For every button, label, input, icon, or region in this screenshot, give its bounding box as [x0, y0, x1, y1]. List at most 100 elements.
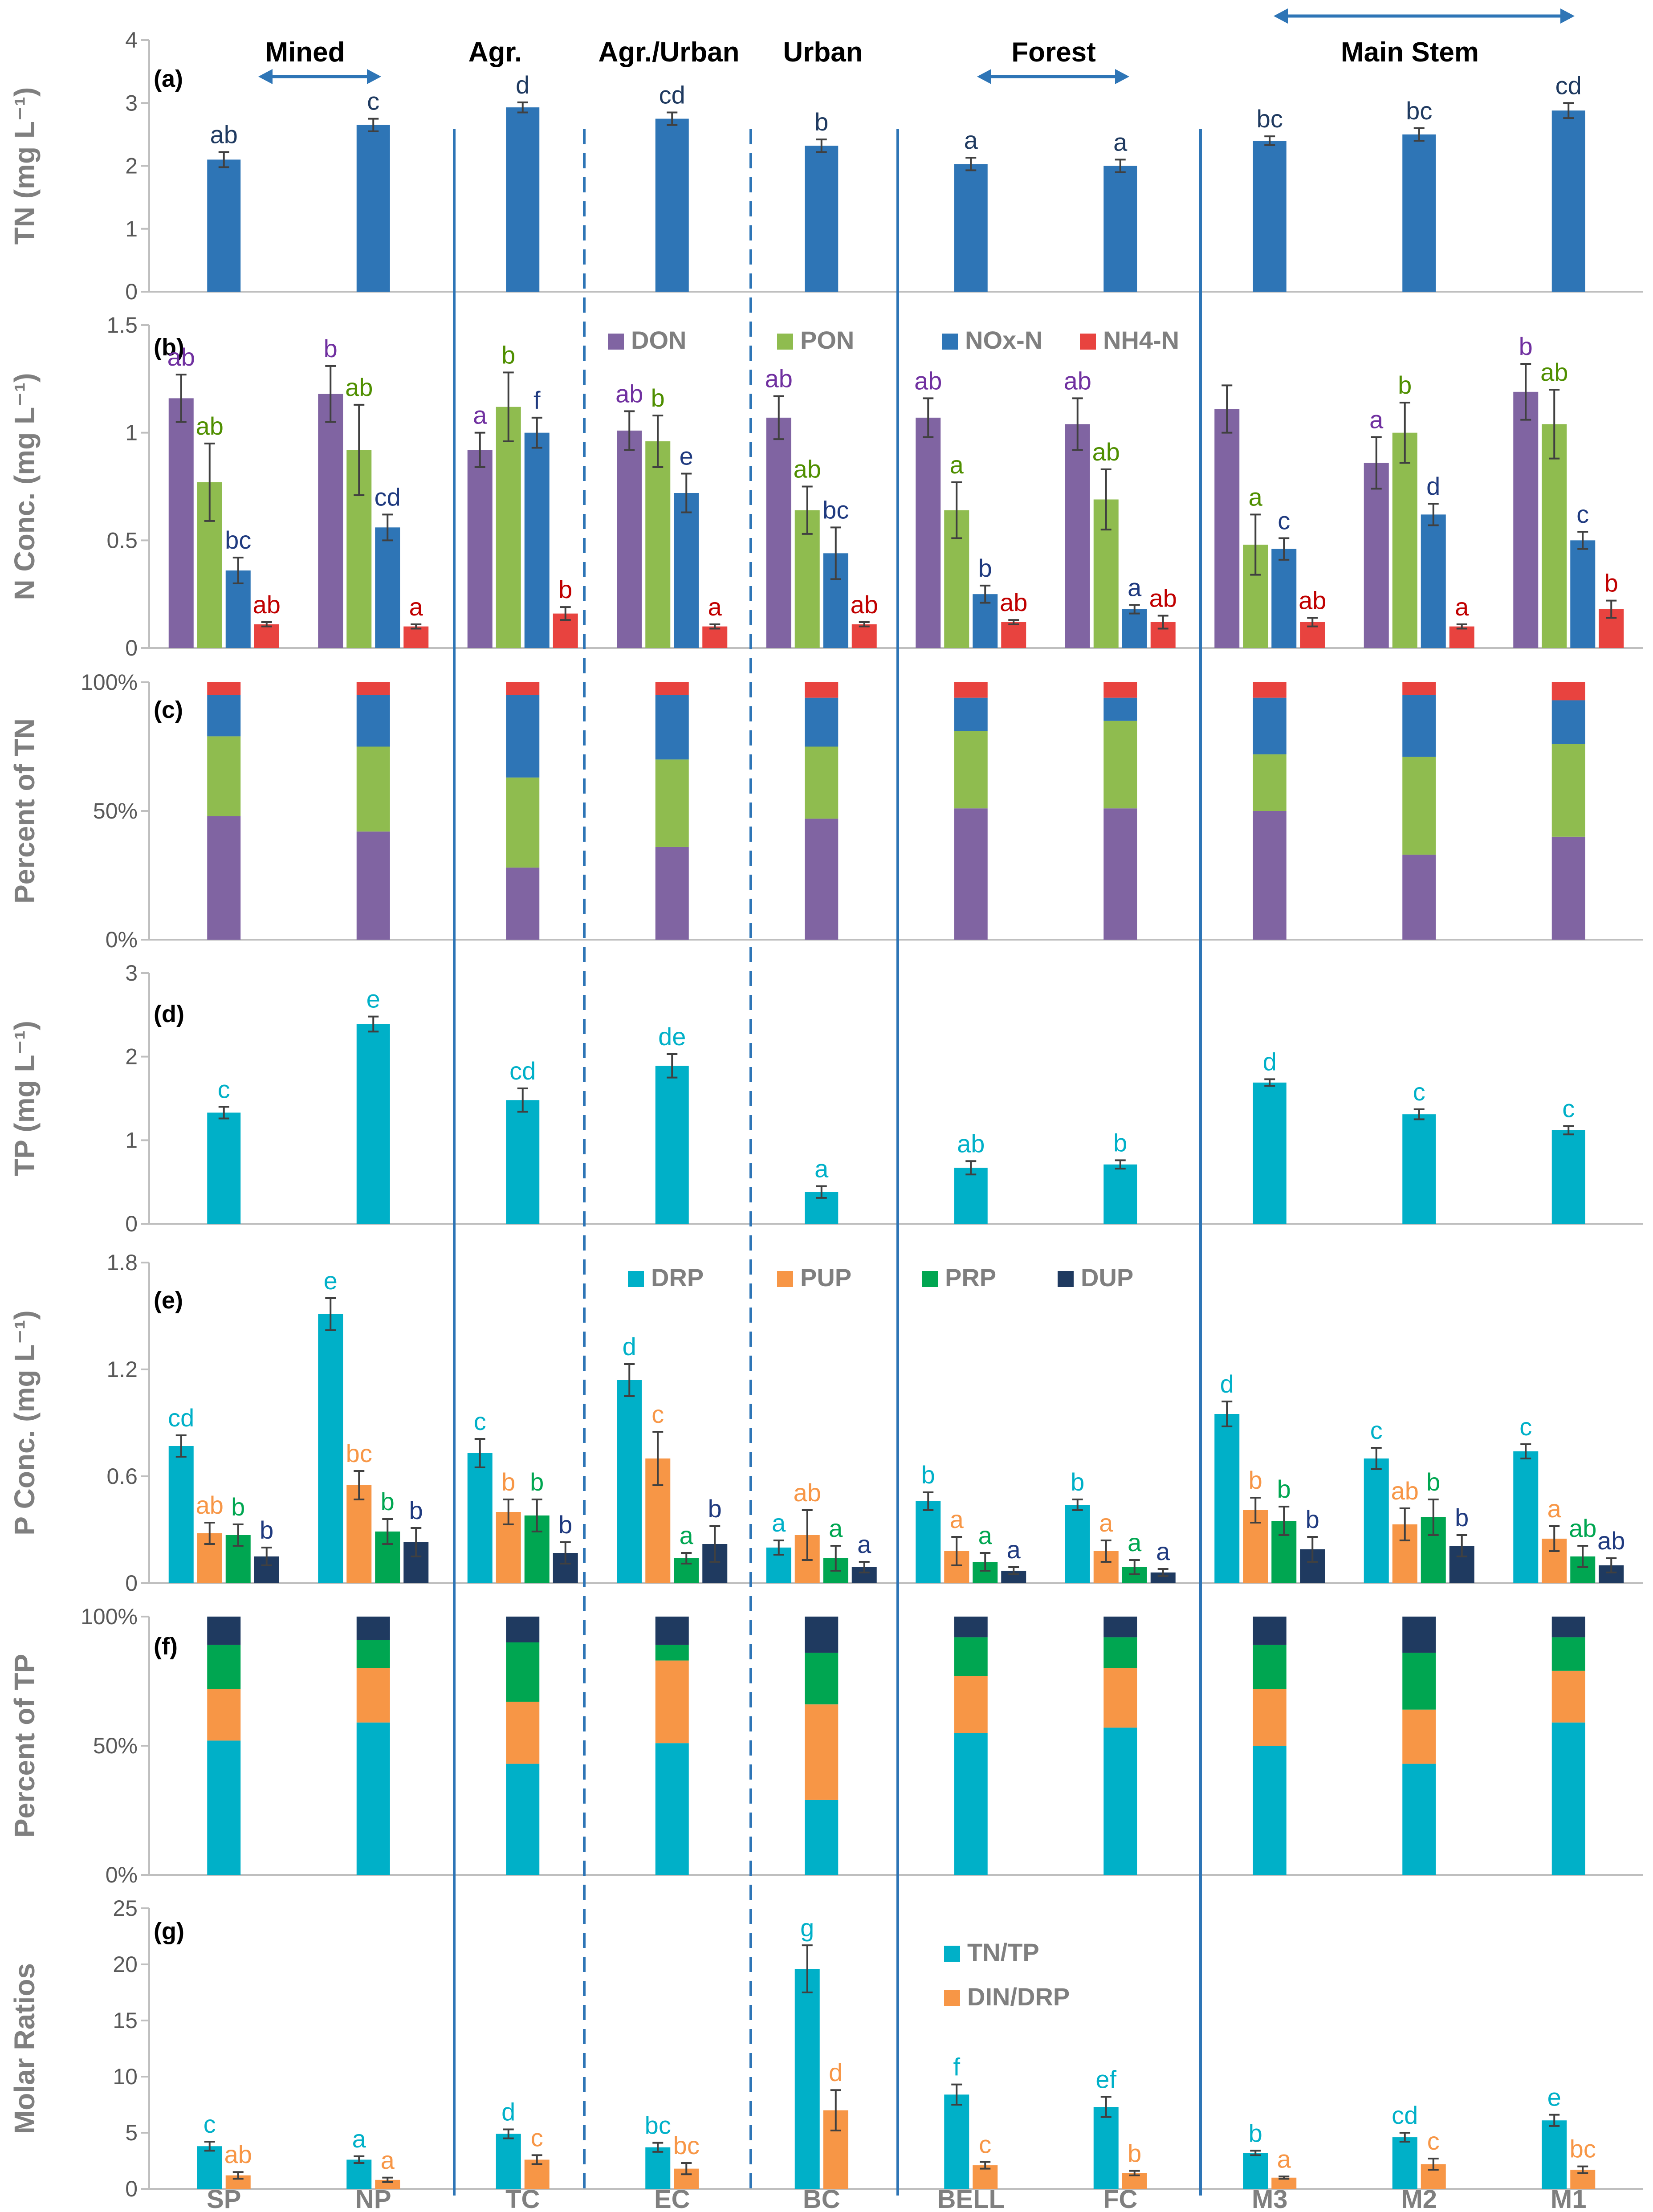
stack-segment-nox-n-m2: [1402, 695, 1436, 757]
significance-label-prp-sp: b: [231, 1493, 245, 1521]
legend-swatch-dup: [1058, 1271, 1074, 1287]
bar-nox-n-ec: [674, 493, 699, 648]
significance-label-tn-tp-m3: b: [1249, 2119, 1262, 2147]
stack-segment-nh4-n-np: [356, 682, 390, 695]
significance-label-drp-fc: b: [1071, 1468, 1084, 1496]
stack-segment-prp-m2: [1402, 1653, 1436, 1710]
bar-tn-tp-bc: [794, 1969, 820, 2189]
y-tick-label: 5: [125, 2120, 138, 2145]
significance-label-tn-m3: bc: [1257, 105, 1283, 133]
significance-label-tn-tp-np: a: [352, 2125, 366, 2153]
stack-segment-nh4-n-m1: [1551, 682, 1585, 701]
significance-label-tn-tp-sp: c: [204, 2110, 216, 2138]
stack-segment-don-ec: [655, 847, 689, 940]
significance-label-pon-m1: ab: [1540, 358, 1568, 386]
stack-segment-don-bell: [954, 808, 988, 940]
y-tick-label: 3: [125, 90, 138, 115]
x-tick-label-m3: M3: [1252, 2185, 1288, 2212]
significance-label-don-fc: ab: [1064, 367, 1091, 395]
y-tick-label: 1: [125, 420, 138, 445]
y-tick-label: 0: [125, 635, 138, 660]
significance-label-din-drp-bell: c: [979, 2131, 991, 2159]
significance-label-pup-bc: ab: [794, 1479, 821, 1507]
significance-label-nox-n-fc: a: [1128, 573, 1142, 601]
x-tick-label-tc: TC: [505, 2185, 540, 2212]
significance-label-pon-bc: ab: [794, 455, 821, 483]
significance-label-dup-tc: b: [558, 1511, 572, 1539]
y-axis-label: TP (mg L⁻¹): [8, 1021, 41, 1176]
significance-label-din-drp-np: a: [381, 2146, 395, 2174]
significance-label-pon-sp: ab: [196, 412, 224, 440]
significance-label-tp-ec: de: [658, 1022, 686, 1051]
significance-label-tp-bc: a: [814, 1155, 829, 1183]
bar-drp-ec: [617, 1380, 642, 1583]
legend-swatch-pon: [777, 334, 793, 350]
significance-label-drp-m1: c: [1519, 1413, 1532, 1441]
bar-nox-n-m1: [1570, 540, 1596, 648]
stack-segment-drp-m3: [1253, 1746, 1287, 1875]
significance-label-drp-ec: d: [623, 1332, 636, 1361]
stack-segment-nh4-n-bell: [954, 682, 988, 698]
legend-label-din-drp: DIN/DRP: [967, 1983, 1070, 2011]
significance-label-nh4-n-ec: a: [708, 593, 722, 621]
y-tick-label: 1.8: [106, 1250, 138, 1275]
significance-label-pon-np: ab: [345, 373, 373, 401]
significance-label-pup-fc: a: [1099, 1509, 1113, 1537]
significance-label-tn-np: c: [367, 87, 379, 115]
bar-nox-n-np: [375, 527, 400, 648]
stack-segment-nh4-n-ec: [655, 682, 689, 695]
stack-segment-nox-n-m3: [1253, 697, 1287, 754]
stack-segment-pon-bc: [805, 746, 839, 819]
stack-segment-don-fc: [1103, 808, 1137, 940]
significance-label-prp-m1: ab: [1569, 1514, 1596, 1542]
x-tick-label-m1: M1: [1551, 2185, 1587, 2212]
significance-label-tp-sp: c: [218, 1075, 230, 1103]
y-tick-label: 100%: [81, 1604, 138, 1629]
y-tick-label: 50%: [93, 798, 138, 823]
panel-c: 0% 50% 100% Percent of TN (c): [8, 670, 1643, 952]
stack-segment-prp-bell: [954, 1637, 988, 1676]
stack-segment-drp-sp: [207, 1740, 241, 1875]
legend-item-tn-tp: TN/TP: [944, 1938, 1039, 1966]
bar-nox-n-fc: [1122, 609, 1147, 648]
x-axis-labels: SP NP TC EC BC BELL FC M3 M2 M1: [207, 2185, 1586, 2212]
group-label-forest: Forest: [1011, 37, 1095, 68]
significance-label-pup-tc: b: [501, 1468, 515, 1496]
significance-label-nh4-n-m2: a: [1455, 593, 1469, 621]
significance-label-dup-bc: a: [857, 1530, 871, 1558]
significance-label-prp-m2: b: [1426, 1468, 1440, 1496]
significance-label-prp-bell: a: [978, 1521, 993, 1549]
significance-label-drp-bell: b: [921, 1461, 935, 1489]
significance-label-prp-np: b: [381, 1487, 395, 1515]
stack-segment-don-sp: [207, 816, 241, 940]
bar-tn-tp-m2: [1392, 2137, 1417, 2189]
significance-label-tn-bell: a: [964, 126, 978, 154]
y-tick-label: 2: [125, 1044, 138, 1069]
stack-segment-dup-bc: [805, 1617, 839, 1653]
y-tick-label: 20: [113, 1952, 138, 1977]
stack-segment-drp-bell: [954, 1733, 988, 1875]
y-tick-label: 1: [125, 1128, 138, 1153]
significance-label-tn-fc: a: [1113, 128, 1128, 156]
y-tick-label: 1.5: [106, 313, 138, 338]
bar-tn-tp-sp: [197, 2146, 222, 2189]
arrow-forest-right-head: [1115, 69, 1129, 84]
significance-label-pon-tc: b: [501, 341, 515, 369]
significance-label-pon-ec: b: [651, 384, 665, 412]
stack-segment-prp-m1: [1551, 1637, 1585, 1671]
panel-f: 0% 50% 100% Percent of TP (f): [8, 1604, 1643, 1887]
significance-label-tp-fc: b: [1113, 1128, 1127, 1157]
bar-tn-m2: [1402, 134, 1436, 292]
y-tick-label: 0: [125, 1211, 138, 1236]
bar-don-m1: [1513, 391, 1539, 648]
bar-tp-tc: [506, 1100, 540, 1224]
bar-tn-np: [356, 125, 390, 292]
stack-segment-pon-ec: [655, 759, 689, 847]
stack-segment-nh4-n-tc: [506, 682, 540, 695]
stack-segment-dup-bell: [954, 1617, 988, 1638]
stack-segment-drp-fc: [1103, 1727, 1137, 1875]
panel-label: (a): [154, 65, 183, 92]
significance-label-pon-m3: a: [1249, 483, 1263, 511]
y-tick-label: 0: [125, 279, 138, 304]
